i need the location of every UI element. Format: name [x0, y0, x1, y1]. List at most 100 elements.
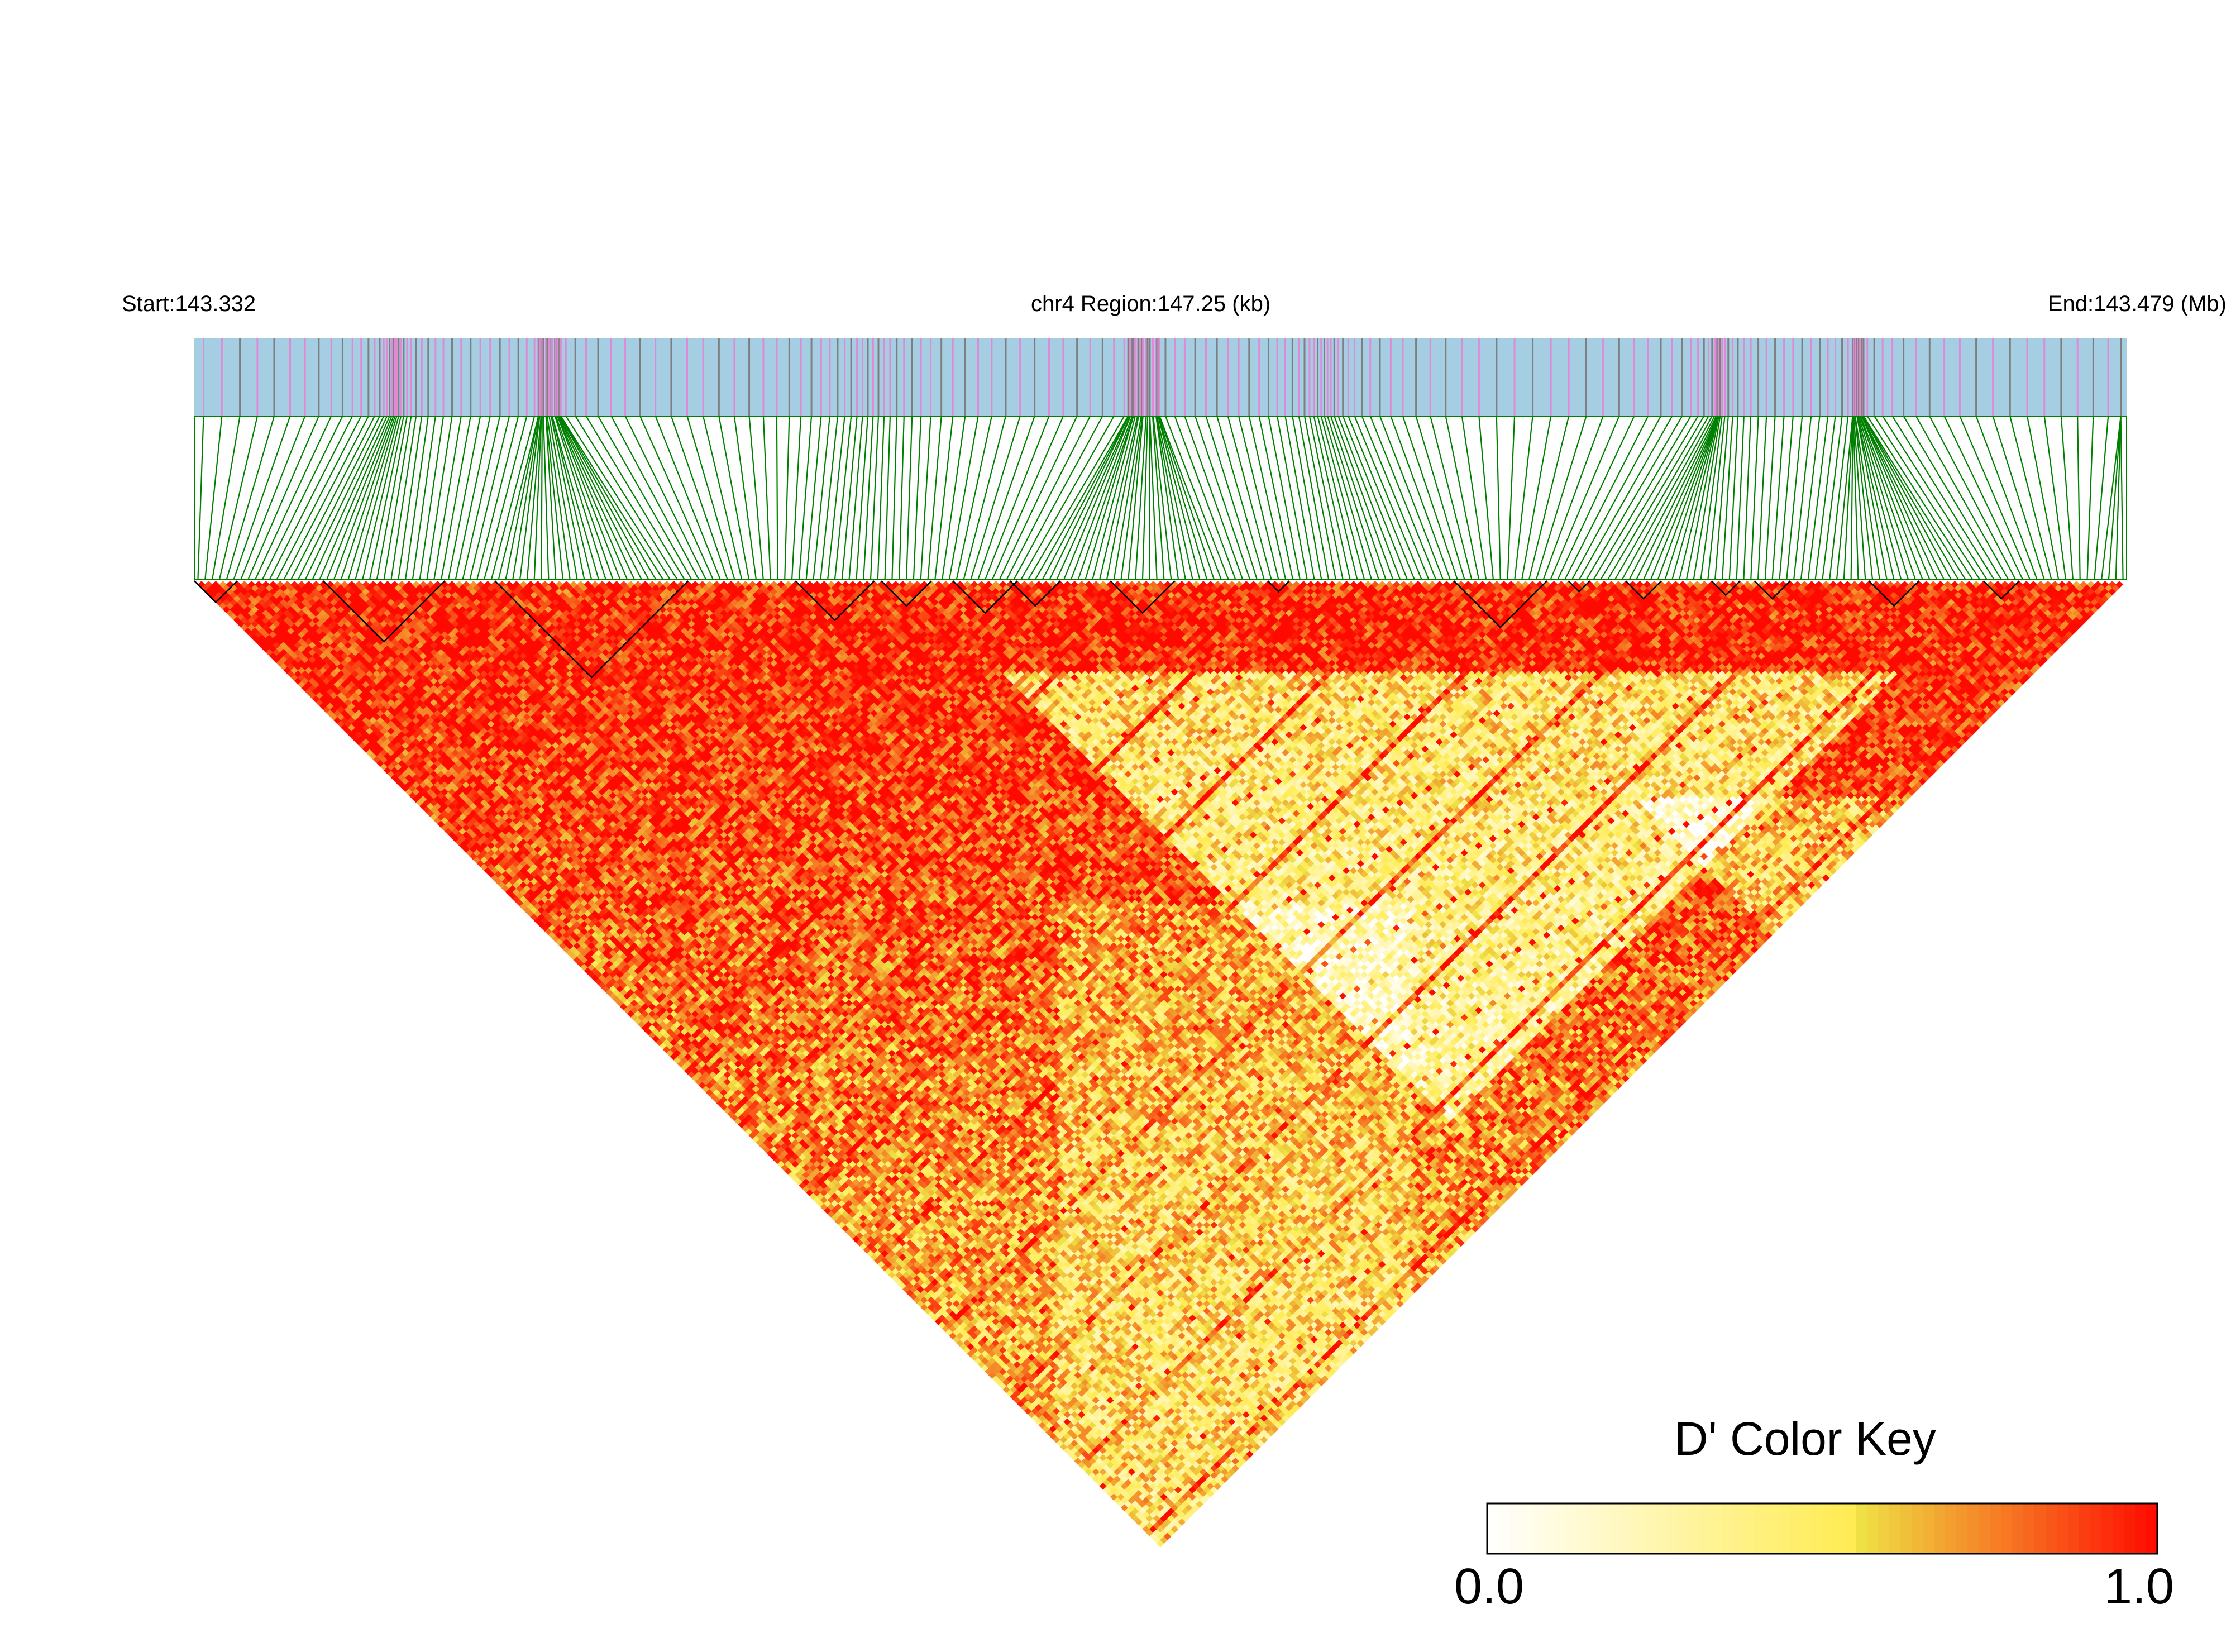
snp-connector	[1863, 416, 1958, 580]
snp-connector	[1416, 416, 1465, 580]
snp-connector	[1175, 416, 1236, 580]
snp-connector	[1508, 416, 1515, 580]
snp-connector	[892, 416, 896, 580]
snp-connector	[935, 416, 953, 580]
snp-connector	[1862, 416, 1937, 580]
snp-connector	[899, 416, 904, 580]
snp-connector	[1786, 416, 1802, 580]
snp-connector	[1758, 416, 1766, 580]
snp-connector	[1249, 416, 1286, 580]
snp-connector	[1064, 416, 1130, 580]
snp-connector	[198, 416, 203, 580]
snp-connector	[248, 416, 319, 580]
snp-connector	[878, 416, 884, 580]
snp-connector	[856, 416, 868, 580]
snp-connector	[1601, 416, 1698, 580]
snp-connector	[1195, 416, 1250, 580]
snp-connector	[212, 416, 240, 580]
snp-connector	[558, 416, 634, 580]
snp-connector	[384, 416, 412, 580]
snp-connector	[2087, 416, 2094, 580]
snp-connector	[992, 416, 1063, 580]
snp-connector	[928, 416, 942, 580]
snp-connector	[219, 416, 257, 580]
snp-connector	[1515, 416, 1532, 580]
snp-connector	[405, 416, 428, 580]
snp-connector	[792, 416, 801, 580]
snp-connector	[1000, 416, 1077, 580]
snp-connector	[1801, 416, 1820, 580]
snp-connector	[749, 416, 763, 580]
snp-connector	[499, 416, 539, 580]
snp-connector	[441, 416, 471, 580]
snp-connector	[985, 416, 1049, 580]
snp-connector	[456, 416, 490, 580]
snp-connector	[719, 416, 749, 580]
snp-connector	[463, 416, 500, 580]
snp-connector	[1743, 416, 1751, 580]
snp-connector	[1862, 416, 1944, 580]
snp-connector	[1644, 416, 1717, 580]
snp-connector	[842, 416, 857, 580]
snp-connector	[398, 416, 422, 580]
snp-connector	[1239, 416, 1278, 580]
snp-connector	[914, 416, 921, 580]
snp-connector	[1579, 416, 1673, 580]
snp-connector	[971, 416, 1020, 580]
snp-connector	[1544, 416, 1603, 580]
snp-connector	[835, 416, 851, 580]
snp-connector	[2027, 416, 2058, 580]
snp-connector	[484, 416, 527, 580]
snp-connector	[1976, 416, 2037, 580]
snp-connector	[1277, 416, 1307, 580]
snp-connector	[575, 416, 677, 580]
snp-connector	[2121, 416, 2123, 580]
snp-connector	[1586, 416, 1682, 580]
snp-connector	[1929, 416, 2015, 580]
snp-connector	[2010, 416, 2051, 580]
snp-connector	[964, 416, 1006, 580]
snp-connector	[806, 416, 821, 580]
snp-connector	[1370, 416, 1436, 580]
snp-connector	[1285, 416, 1314, 580]
snp-connector	[205, 416, 222, 580]
snp-connector	[785, 416, 789, 580]
snp-connector	[2109, 416, 2121, 580]
snp-connector	[1157, 416, 1186, 580]
snp-connector	[906, 416, 912, 580]
snp-connector	[1874, 416, 1980, 580]
snp-connector	[820, 416, 838, 580]
snp-connector	[2077, 416, 2080, 580]
snp-connector	[1217, 416, 1264, 580]
snp-connector	[799, 416, 811, 580]
snp-connector	[1292, 416, 1321, 580]
snp-connector	[334, 416, 394, 580]
snp-connector	[1522, 416, 1551, 580]
snp-connector	[671, 416, 728, 580]
snp-connector	[1883, 416, 1987, 580]
snp-connector	[1497, 416, 1501, 580]
snp-connector	[849, 416, 863, 580]
snp-connector	[1993, 416, 2044, 580]
snp-connector	[1794, 416, 1811, 580]
snp-connector	[1043, 416, 1129, 580]
snp-connector-lines	[194, 416, 2127, 580]
snp-connector	[1529, 416, 1569, 580]
snp-connector	[1269, 416, 1300, 580]
snp-connector	[1159, 416, 1207, 580]
snp-connector	[1779, 416, 1793, 580]
ld-triangle	[198, 581, 2123, 1548]
snp-connector	[1362, 416, 1429, 580]
gene-track-bar	[194, 338, 2127, 416]
snp-connector	[885, 416, 890, 580]
snp-connector	[1006, 416, 1090, 580]
snp-connector	[434, 416, 461, 580]
snp-connector	[1904, 416, 2001, 580]
snp-connector	[734, 416, 756, 580]
snp-connector	[1391, 416, 1450, 580]
snp-connector	[2094, 416, 2108, 580]
gene-track	[194, 338, 2127, 416]
snp-connector	[520, 416, 539, 580]
